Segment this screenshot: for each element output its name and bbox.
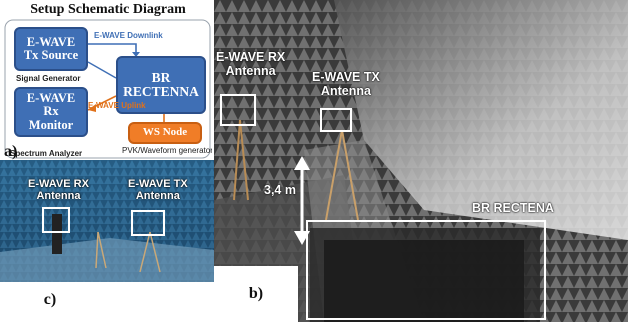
photo-b-tx-line2: Antenna [320, 84, 371, 98]
photo-b-rx-label: E-WAVE RX Antenna [216, 50, 285, 78]
photo-c-rx-box [42, 207, 70, 233]
photo-c-rx-label: E-WAVE RX Antenna [28, 178, 89, 203]
photo-b-rx-box [220, 94, 256, 126]
uplink-arrowhead [88, 104, 96, 112]
photo-c-tx-line2: Antenna [135, 190, 180, 203]
br-rectenna-box: BR RECTENNA [116, 56, 206, 114]
downlink-label: E-WAVE Downlink [94, 31, 163, 40]
photo-b-rx-line2: Antenna [225, 64, 276, 78]
pvk-generator-label: PVK/Waveform generator [122, 146, 212, 155]
panel-c-label: c) [22, 282, 78, 318]
br-rectenna-line2: RECTENNA [123, 84, 199, 99]
tx-source-line2: Tx Source [23, 48, 79, 62]
photo-b-tx-box [320, 108, 352, 132]
rx-monitor-line2: Rx [43, 104, 59, 119]
tx-to-rectenna-line [87, 61, 117, 79]
distance-label: 3,4 m [264, 183, 296, 197]
schematic-title: Setup Schematic Diagram [30, 2, 186, 17]
spectrum-analyzer-label: Spectrum Analyzer [10, 149, 83, 158]
photo-b-tx-line1: E-WAVE TX [312, 70, 380, 84]
photo-c-tx-label: E-WAVE TX Antenna [128, 178, 188, 203]
panel-a-label: a) [4, 143, 18, 160]
br-rectenna-line1: BR [151, 69, 171, 85]
schematic-frame [4, 19, 211, 159]
photo-b-rx-line1: E-WAVE RX [216, 50, 286, 64]
tx-source-line1: E-WAVE [26, 34, 76, 49]
photo-panel-b: E-WAVE RX Antenna E-WAVE TX Antenna 3,4 … [214, 0, 628, 322]
photo-panel-c: E-WAVE RX Antenna E-WAVE TX Antenna [0, 160, 214, 282]
photo-b-image [214, 0, 628, 322]
photo-c-rx-line2: Antenna [36, 190, 81, 203]
rx-monitor-box: E-WAVE Rx Monitor [14, 87, 88, 137]
signal-generator-label: Signal Generator [16, 74, 81, 83]
panel-b-label: b) [214, 266, 298, 322]
rx-monitor-line3: Monitor [28, 117, 74, 132]
photo-c-tx-box [131, 210, 165, 236]
rx-monitor-line1: E-WAVE [26, 91, 76, 106]
photo-c-tx-line1: E-WAVE TX [128, 178, 188, 190]
downlink-arrowhead [132, 52, 140, 57]
uplink-label: E-WAVE Uplink [88, 101, 146, 110]
downlink-arrow [88, 43, 137, 56]
ws-node-box: WS Node [128, 122, 202, 144]
tx-source-box: E-WAVE Tx Source [14, 27, 88, 71]
photo-b-tx-label: E-WAVE TX Antenna [312, 70, 380, 98]
setup-schematic-panel: Setup Schematic Diagram E-WAVE Tx Source… [4, 0, 212, 160]
photo-c-image [0, 160, 214, 282]
schematic-connectors [4, 19, 211, 159]
photo-b-rectenna-label: BR RECTENA [472, 201, 554, 215]
photo-c-rx-line1: E-WAVE RX [28, 178, 89, 190]
photo-b-rectenna-box [306, 220, 546, 320]
